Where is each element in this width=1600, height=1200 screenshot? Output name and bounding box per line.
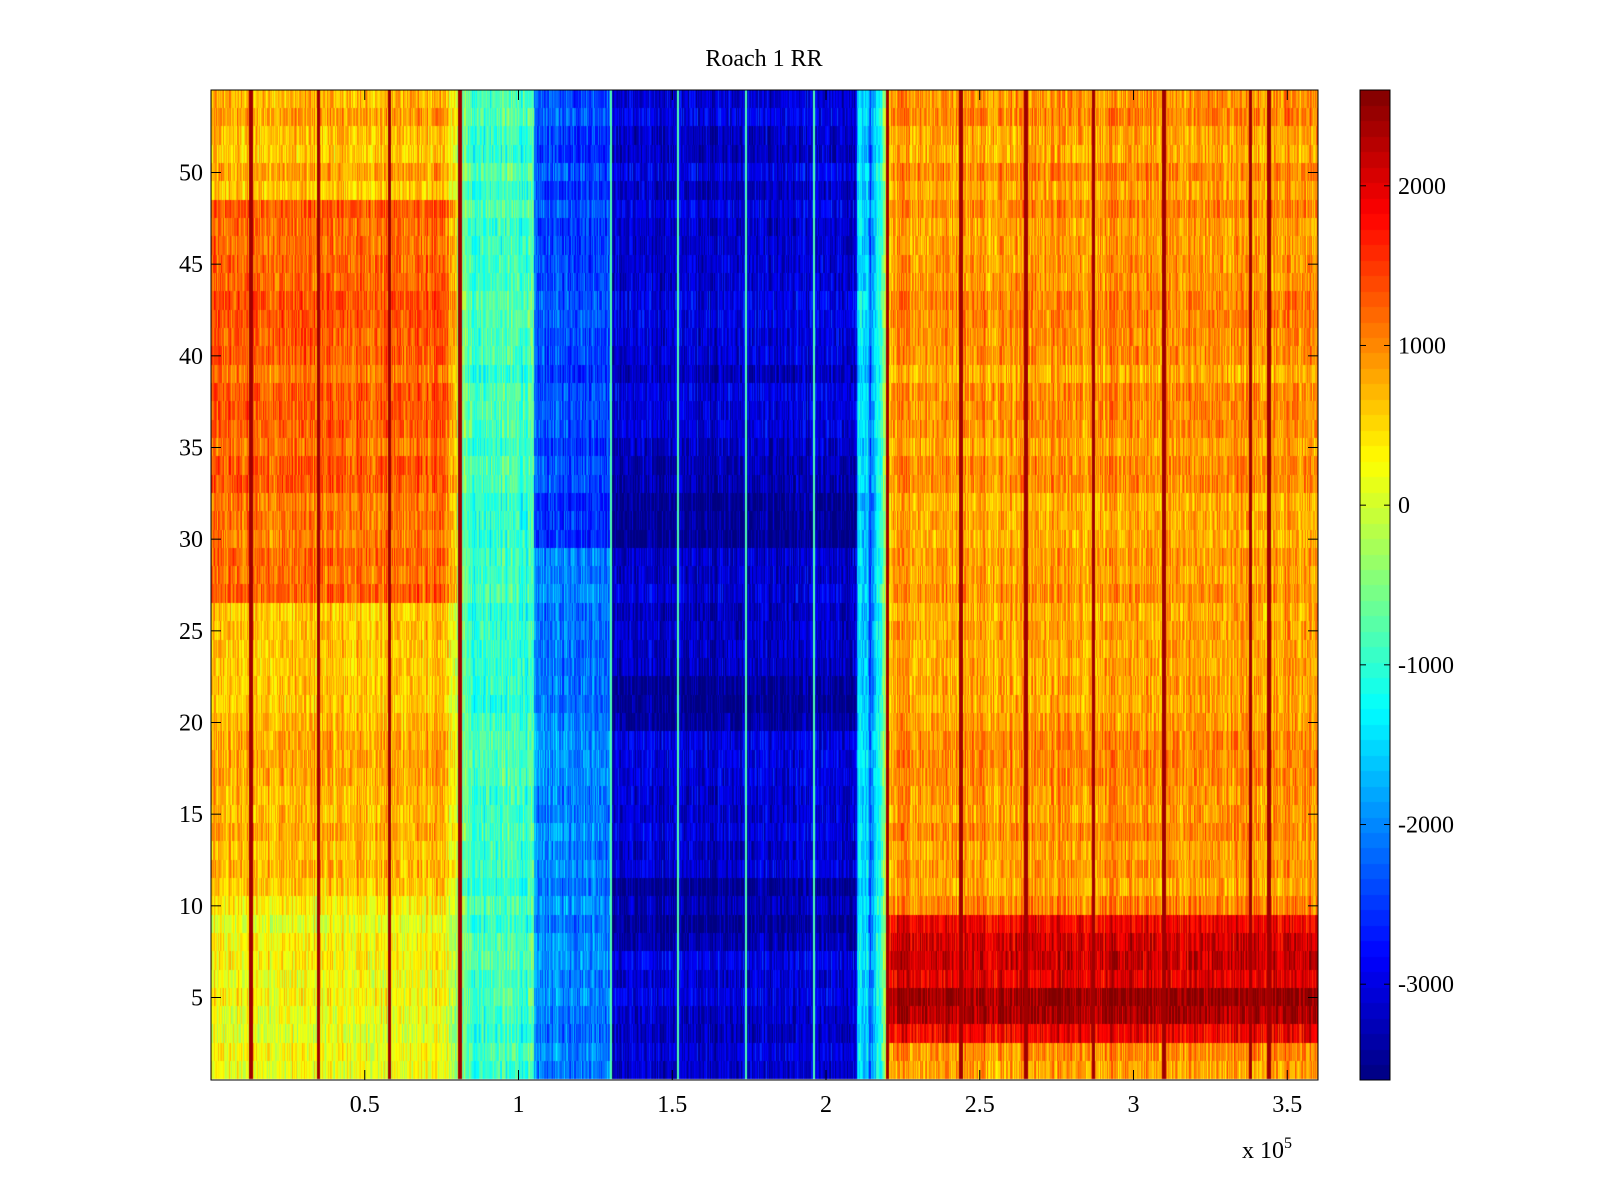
y-tick-label: 25 <box>179 619 203 645</box>
colorbar-axis: 2000 1000 0 -1000 -2000 -3000 <box>1360 174 1454 998</box>
colorbar-tick-label: 2000 <box>1398 174 1446 200</box>
x-tick-label: 1 <box>513 1092 525 1118</box>
y-axis: 5 10 15 20 25 30 35 40 45 50 <box>179 161 1318 1012</box>
x-axis: 0.5 1 1.5 2 2.5 3 3.5 <box>350 90 1302 1118</box>
colorbar-tick-label: -2000 <box>1398 813 1454 839</box>
y-tick-label: 10 <box>179 894 203 920</box>
plot-frame <box>210 89 1319 1081</box>
x-exponent-base: x 10 <box>1242 1138 1284 1164</box>
y-tick-label: 15 <box>179 802 203 828</box>
x-tick-label: 1.5 <box>657 1092 687 1118</box>
x-tick-label: 0.5 <box>350 1092 380 1118</box>
y-tick-label: 45 <box>179 252 203 278</box>
y-tick-label: 5 <box>191 986 203 1012</box>
chart-title: Roach 1 RR <box>705 46 822 72</box>
colorbar-tick-label: -3000 <box>1398 972 1454 998</box>
colorbar-tick-label: -1000 <box>1398 653 1454 679</box>
y-tick-label: 50 <box>179 161 203 187</box>
heatmap-image <box>211 90 1318 1080</box>
y-tick-label: 35 <box>179 436 203 462</box>
x-tick-label: 2 <box>820 1092 832 1118</box>
x-tick-label: 2.5 <box>965 1092 995 1118</box>
y-tick-label: 20 <box>179 711 203 737</box>
colorbar-tick-label: 0 <box>1398 493 1410 519</box>
x-tick-label: 3.5 <box>1272 1092 1302 1118</box>
y-tick-label: 30 <box>179 527 203 553</box>
x-exponent-label: x 105 <box>1242 1135 1292 1164</box>
y-tick-label: 40 <box>179 344 203 370</box>
x-tick-label: 3 <box>1128 1092 1140 1118</box>
x-exponent-power: 5 <box>1284 1135 1292 1152</box>
colorbar-frame <box>1359 89 1391 1081</box>
colorbar-tick-label: 1000 <box>1398 333 1446 359</box>
colorbar-gradient <box>1360 90 1390 1080</box>
